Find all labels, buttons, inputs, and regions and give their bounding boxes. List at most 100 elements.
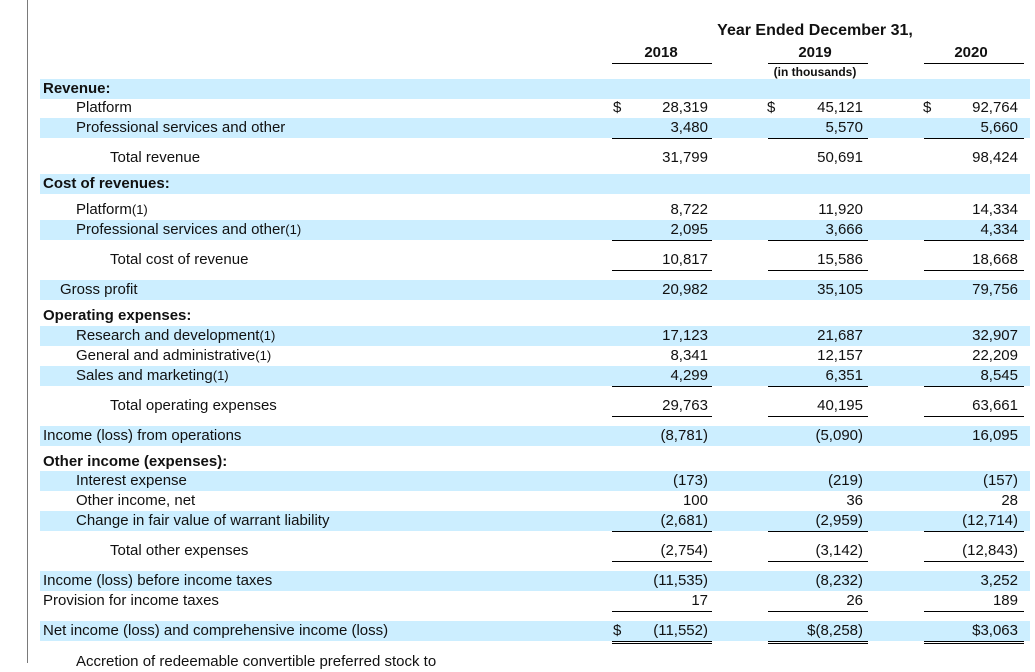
table-row: Total operating expenses 29,763 40,195 63,6… <box>40 396 1030 416</box>
table-row: Research and development(1) 17,123 21,687 3… <box>40 326 1030 346</box>
cell-value-2018: 31,799 <box>662 149 708 166</box>
row-label-text: Provision for income taxes <box>43 592 219 609</box>
cell-value-2019: 11,920 <box>818 201 863 218</box>
row-label-text: Interest expense <box>76 472 187 489</box>
cell-value-2019: 40,195 <box>817 397 863 414</box>
table-row: Other income (expenses): <box>40 452 1030 472</box>
cell-value-2019: 3,666 <box>825 221 863 238</box>
cell-value-2018: 2,095 <box>670 221 708 238</box>
row-label-text: Cost of revenues: <box>43 175 170 192</box>
cell-value-2020: 14,334 <box>972 201 1018 218</box>
table-row: Income (loss) from operations (8,781) (5,0… <box>40 426 1030 446</box>
row-label: Total other expenses <box>110 541 248 561</box>
total-underline <box>612 386 712 387</box>
row-label-text: Professional services and other <box>76 119 286 136</box>
table-row: Provision for income taxes 17 26 189 <box>40 591 1030 611</box>
row-label-text: Other income, net <box>76 492 196 509</box>
header-year-2020: 2020 <box>954 44 988 61</box>
row-label: Other income, net <box>76 491 195 511</box>
row-label: Provision for income taxes <box>43 591 219 611</box>
total-underline <box>768 531 868 532</box>
cell-value-2020: 5,660 <box>980 119 1018 136</box>
cell-value-2018: 29,763 <box>662 397 708 414</box>
cell-value-2020: 98,424 <box>972 149 1018 166</box>
row-label-text: Revenue: <box>43 80 111 97</box>
row-label: Total cost of revenue <box>110 250 248 270</box>
row-label-text: Sales and marketing <box>76 367 213 384</box>
row-label: Other income (expenses): <box>43 452 227 472</box>
table-row: Platform(1) 8,722 11,920 14,334 <box>40 200 1030 220</box>
header-year-2018: 2018 <box>644 44 678 61</box>
dollar-sign: $ <box>613 99 622 116</box>
total-underline <box>612 138 712 139</box>
total-underline <box>612 240 712 241</box>
cutoff-row-label: Accretion of redeemable convertible pref… <box>76 653 437 670</box>
cell-value-2018: 8,722 <box>670 201 708 218</box>
row-label-text: Research and development <box>76 327 260 344</box>
cell-value-2018: 100 <box>682 492 708 509</box>
row-label: Platform <box>76 98 132 118</box>
cell-value-2020: 28 <box>1001 492 1018 509</box>
cell-value-2018: 3,480 <box>670 119 708 136</box>
cell-value-2019: 50,691 <box>817 149 863 166</box>
cell-value-2019: 5,570 <box>825 119 863 136</box>
cell-value-2020: (157) <box>982 472 1018 489</box>
cell-value-2020: 8,545 <box>980 367 1018 384</box>
row-label: Total revenue <box>110 148 200 168</box>
row-label: Professional services and other <box>76 118 285 138</box>
dollar-sign: $ <box>923 99 932 116</box>
cell-value-2018: 28,319 <box>662 99 708 116</box>
row-label: Net income (loss) and comprehensive inco… <box>43 621 388 641</box>
cell-value-2018: (173) <box>672 472 708 489</box>
cell-value-2018: (8,781) <box>660 427 708 444</box>
total-underline <box>924 270 1024 271</box>
cell-value-2020: 22,209 <box>972 347 1018 364</box>
cell-value-2020: 63,661 <box>972 397 1018 414</box>
row-label-text: Professional services and other <box>76 221 286 238</box>
cell-value-2020: 189 <box>992 592 1018 609</box>
cell-value-2018: 4,299 <box>670 367 708 384</box>
row-label-text: Gross profit <box>60 281 138 298</box>
cell-value-2019: 12,157 <box>817 347 863 364</box>
table-row: Cost of revenues: <box>40 174 1030 194</box>
total-underline <box>924 416 1024 417</box>
row-label: Sales and marketing(1) <box>76 366 229 386</box>
total-underline <box>768 270 868 271</box>
table-row: Interest expense (173) (219) (157) <box>40 471 1030 491</box>
row-label: Interest expense <box>76 471 187 491</box>
cell-value-2019: 45,121 <box>817 99 863 116</box>
cell-value-2019: 35,105 <box>817 281 863 298</box>
table-row: Gross profit 20,982 35,105 79,756 <box>40 280 1030 300</box>
total-underline <box>612 611 712 612</box>
cell-value-2018: 8,341 <box>670 347 708 364</box>
table-row: Professional services and other(1) 2,095 3… <box>40 220 1030 240</box>
cell-value-2020: 92,764 <box>972 99 1018 116</box>
row-label: Professional services and other(1) <box>76 220 301 240</box>
table-row: General and administrative(1) 8,341 12,157… <box>40 346 1030 366</box>
cell-value-2019: 6,351 <box>825 367 863 384</box>
cell-value-2020: 32,907 <box>972 327 1018 344</box>
cell-value-2018: (2,681) <box>660 512 708 529</box>
table-row: Income (loss) before income taxes (11,535… <box>40 571 1030 591</box>
left-border-rule <box>27 0 28 663</box>
row-label-text: Total operating expenses <box>110 397 277 414</box>
total-underline <box>768 240 868 241</box>
cell-value-2020: 3,252 <box>980 572 1018 589</box>
row-label-text: General and administrative <box>76 347 256 364</box>
total-underline <box>924 611 1024 612</box>
row-label-text: Platform <box>76 201 132 218</box>
table-row: Change in fair value of warrant liabilit… <box>40 511 1030 531</box>
total-underline <box>768 386 868 387</box>
table-row: Sales and marketing(1) 4,299 6,351 8,545 <box>40 366 1030 386</box>
cell-value-2018: 17 <box>691 592 708 609</box>
cell-value-2018: (11,552) <box>653 622 708 639</box>
row-label: Income (loss) from operations <box>43 426 241 446</box>
total-underline <box>924 386 1024 387</box>
cell-value-2019: (219) <box>827 472 863 489</box>
table-row: Total other expenses (2,754) (3,142) (12,84… <box>40 541 1030 561</box>
footnote-marker: (1) <box>131 202 148 217</box>
table-row: Total cost of revenue 10,817 15,586 18,668 <box>40 250 1030 270</box>
cell-value-2018: (11,535) <box>653 572 708 589</box>
total-underline <box>768 561 868 562</box>
total-underline <box>924 561 1024 562</box>
